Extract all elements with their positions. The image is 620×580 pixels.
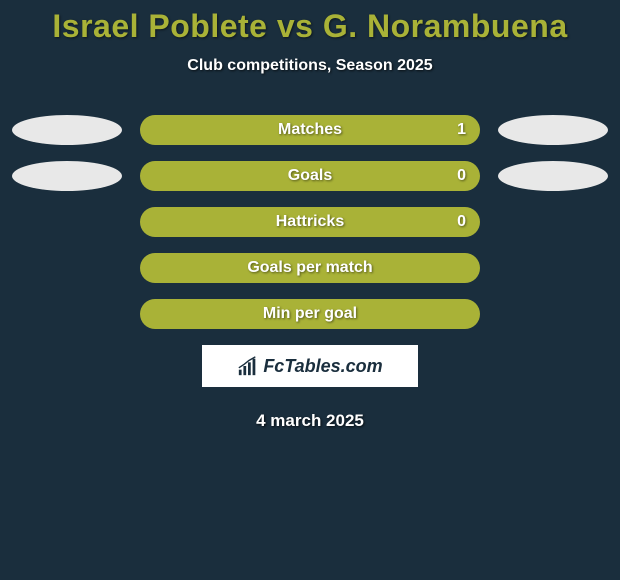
page-title: Israel Poblete vs G. Norambuena (0, 8, 620, 45)
stat-bar: Matches 1 (140, 115, 480, 145)
player1-ellipse (12, 161, 122, 191)
stat-bar: Goals per match (140, 253, 480, 283)
comparison-infographic: Israel Poblete vs G. Norambuena Club com… (0, 0, 620, 431)
stat-label: Matches (278, 121, 342, 139)
player2-ellipse (498, 115, 608, 145)
logo-box: FcTables.com (202, 345, 418, 387)
stat-label: Goals per match (247, 259, 372, 277)
logo-text: FcTables.com (263, 356, 382, 377)
stat-value: 0 (457, 167, 466, 185)
stat-label: Hattricks (276, 213, 344, 231)
subtitle: Club competitions, Season 2025 (0, 57, 620, 75)
logo-content: FcTables.com (237, 355, 382, 377)
stat-value: 1 (457, 121, 466, 139)
stat-label: Min per goal (263, 305, 357, 323)
stat-row-matches: Matches 1 (0, 115, 620, 145)
stat-row-goals-per-match: Goals per match (0, 253, 620, 283)
date-label: 4 march 2025 (0, 411, 620, 431)
stat-row-min-per-goal: Min per goal (0, 299, 620, 329)
player2-ellipse (498, 161, 608, 191)
player1-ellipse (12, 115, 122, 145)
stat-bar: Min per goal (140, 299, 480, 329)
stat-value: 0 (457, 213, 466, 231)
stats-area: Matches 1 Goals 0 Hattricks 0 Goals (0, 115, 620, 329)
chart-icon (237, 355, 259, 377)
stat-bar: Hattricks 0 (140, 207, 480, 237)
stat-bar: Goals 0 (140, 161, 480, 191)
stat-row-goals: Goals 0 (0, 161, 620, 191)
stat-label: Goals (288, 167, 332, 185)
stat-row-hattricks: Hattricks 0 (0, 207, 620, 237)
